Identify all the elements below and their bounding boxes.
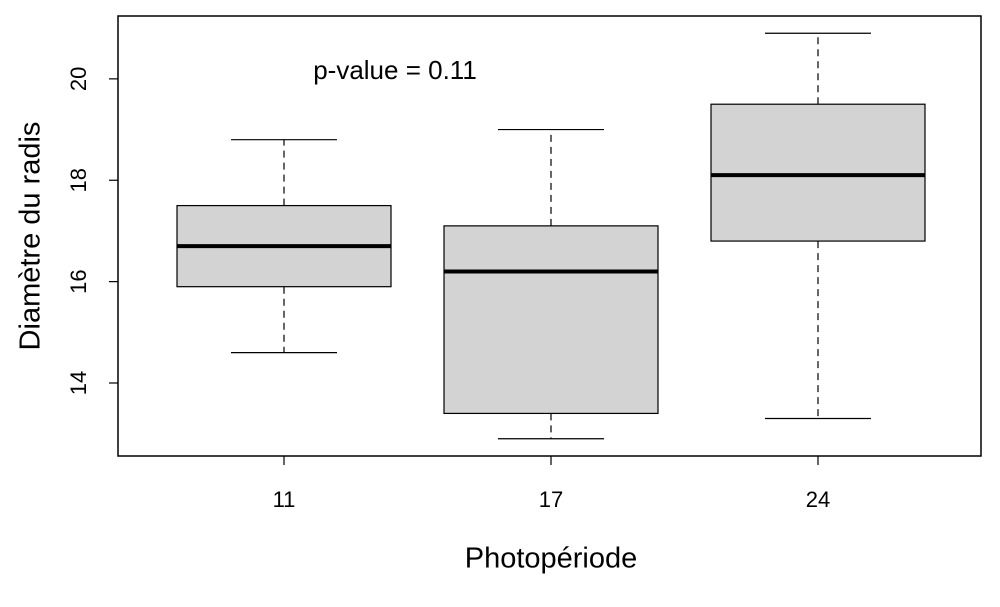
y-tick-label: 14 (66, 371, 91, 395)
y-axis-title: Diamètre du radis (15, 122, 47, 351)
box (443, 225, 659, 415)
x-tick-label: 24 (806, 487, 830, 512)
annotation: p-value = 0.11 (313, 55, 477, 85)
y-tick-label: 20 (66, 67, 91, 91)
box (710, 103, 926, 242)
y-tick-label: 16 (66, 269, 91, 293)
x-axis-title: Photopériode (465, 543, 638, 575)
x-tick-label: 11 (273, 487, 296, 512)
y-tick-label: 18 (66, 168, 91, 192)
plot-frame (117, 15, 982, 457)
x-tick-label: 17 (539, 487, 563, 512)
